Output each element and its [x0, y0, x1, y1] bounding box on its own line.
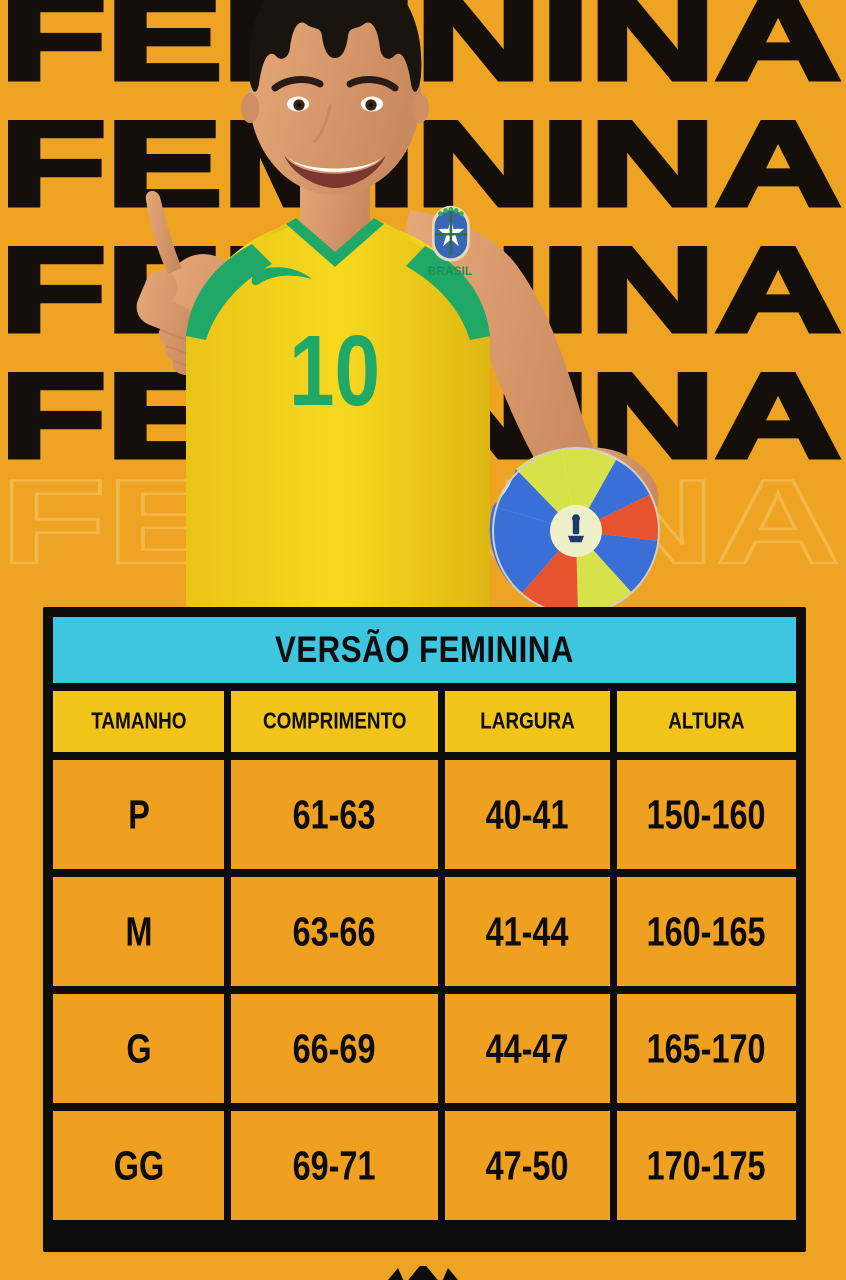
svg-text:10: 10 [289, 315, 380, 427]
svg-text:BRASIL: BRASIL [428, 264, 473, 278]
